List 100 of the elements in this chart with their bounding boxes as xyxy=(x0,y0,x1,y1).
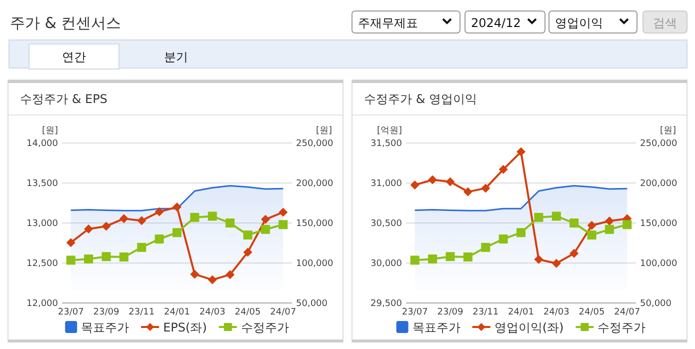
text: 주가 & 컨센서스 xyxy=(10,14,122,32)
text: 연간 xyxy=(62,50,86,64)
point xyxy=(481,242,490,252)
legend-label: 수정주가 xyxy=(240,320,289,334)
y2-axis-title: [원] xyxy=(660,126,676,136)
text: 주재무제표 xyxy=(358,16,418,30)
point xyxy=(570,248,579,258)
point xyxy=(119,252,128,262)
point xyxy=(446,177,455,186)
point xyxy=(570,218,579,228)
text: 영업이익 xyxy=(555,16,603,30)
x-tick-label: 23/09 xyxy=(437,307,464,318)
point xyxy=(243,248,252,257)
y2-tick-label: 100,000 xyxy=(640,258,678,269)
y2-tick-label: 250,000 xyxy=(640,138,678,149)
legend-label: 목표주가 xyxy=(81,320,130,334)
y2-tick-label: 50,000 xyxy=(296,298,328,309)
point xyxy=(498,234,508,244)
point xyxy=(172,228,182,238)
point xyxy=(410,256,420,265)
x-tick-label: 24/05 xyxy=(234,307,261,318)
x-tick-label: 23/07 xyxy=(58,307,84,318)
x-tick-label: 24/07 xyxy=(270,307,296,318)
point xyxy=(622,220,632,230)
y2-tick-label: 50,000 xyxy=(640,298,672,309)
point xyxy=(260,224,270,234)
x-tick-label: 23/11 xyxy=(128,307,155,318)
point xyxy=(190,212,200,222)
y-tick-label: 29,500 xyxy=(370,298,402,309)
point xyxy=(428,175,438,184)
text: 검색 xyxy=(653,16,677,30)
chart-title: 수정주가 & EPS xyxy=(20,92,108,106)
y2-tick-label: 250,000 xyxy=(296,138,334,149)
point xyxy=(172,202,182,212)
point xyxy=(137,242,146,252)
point xyxy=(604,224,614,234)
y2-tick-label: 100,000 xyxy=(296,258,334,269)
legend-label: 수정주가 xyxy=(598,320,646,334)
point xyxy=(481,184,490,193)
point xyxy=(552,212,561,221)
point xyxy=(208,275,217,284)
point xyxy=(84,254,94,264)
point xyxy=(446,252,455,262)
y-tick-label: 13,000 xyxy=(26,218,58,229)
y2-tick-label: 150,000 xyxy=(640,218,678,229)
point xyxy=(587,220,596,230)
point xyxy=(102,252,111,262)
x-tick-label: 23/11 xyxy=(472,307,499,318)
x-tick-label: 23/07 xyxy=(402,307,428,318)
text: 분기 xyxy=(164,50,188,64)
point xyxy=(278,208,288,217)
point xyxy=(119,214,128,224)
point xyxy=(410,180,420,190)
point xyxy=(463,187,472,196)
y2-axis-title: [원] xyxy=(316,126,332,136)
y2-tick-label: 200,000 xyxy=(296,178,334,189)
point xyxy=(587,230,596,240)
point xyxy=(534,212,544,222)
legend-label: 목표주가 xyxy=(412,320,460,334)
point xyxy=(84,224,94,234)
y-tick-label: 13,500 xyxy=(26,178,58,189)
text: 2024/12 xyxy=(471,16,521,30)
point xyxy=(278,220,288,230)
y-axis-title: [원] xyxy=(42,126,58,136)
point xyxy=(102,222,111,231)
point xyxy=(226,270,235,280)
point xyxy=(226,218,235,228)
point xyxy=(498,164,508,174)
x-tick-label: 24/07 xyxy=(614,307,640,318)
point xyxy=(66,256,76,265)
x-tick-label: 23/09 xyxy=(93,307,120,318)
x-tick-label: 24/03 xyxy=(543,307,570,318)
y-tick-label: 30,000 xyxy=(370,258,402,269)
point xyxy=(534,254,544,264)
legend-label: 영업이익(좌) xyxy=(494,320,564,334)
point xyxy=(154,207,164,216)
x-tick-label: 24/01 xyxy=(508,307,534,318)
point xyxy=(66,238,76,248)
y-tick-label: 31,000 xyxy=(370,178,402,189)
chart-title: 수정주가 & 영업이익 xyxy=(364,92,477,106)
y-tick-label: 31,500 xyxy=(370,138,402,149)
x-tick-label: 24/05 xyxy=(578,307,605,318)
x-tick-label: 24/03 xyxy=(199,307,226,318)
point xyxy=(552,258,561,268)
y-tick-label: 14,000 xyxy=(26,138,58,149)
point xyxy=(154,234,164,244)
y-axis-title: [억원] xyxy=(376,126,402,136)
y2-tick-label: 150,000 xyxy=(296,218,334,229)
y-tick-label: 12,500 xyxy=(26,258,58,269)
point xyxy=(463,252,472,262)
point xyxy=(243,230,252,240)
y-tick-label: 12,000 xyxy=(26,298,58,309)
x-tick-label: 24/01 xyxy=(164,307,190,318)
y-tick-label: 30,500 xyxy=(370,218,402,229)
y2-tick-label: 200,000 xyxy=(640,178,678,189)
point xyxy=(516,228,526,238)
point xyxy=(137,216,146,226)
point xyxy=(260,214,270,224)
point xyxy=(604,216,614,226)
legend-label: EPS(좌) xyxy=(163,320,207,334)
